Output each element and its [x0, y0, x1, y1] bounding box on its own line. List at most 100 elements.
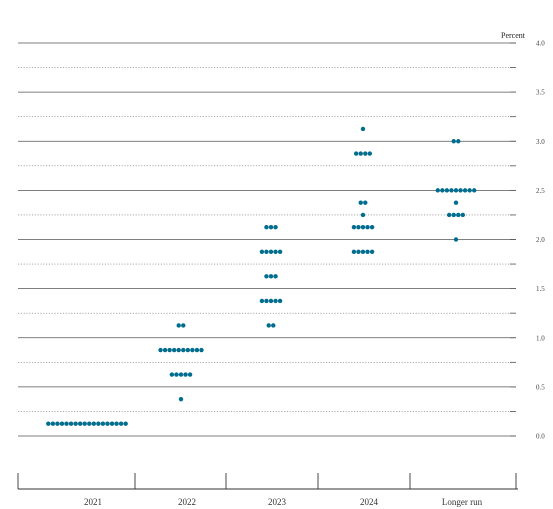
- participant-dot: [259, 298, 265, 304]
- participant-dot: [50, 421, 56, 426]
- y-axis-unit-label: Percent: [501, 31, 526, 40]
- participant-dot: [451, 139, 456, 144]
- participant-dot: [273, 274, 278, 279]
- participant-dot: [367, 151, 373, 156]
- participant-dot: [264, 298, 269, 304]
- participant-dot: [440, 188, 445, 193]
- participant-dot: [171, 347, 177, 353]
- participant-dot: [68, 421, 74, 426]
- y-axis-tick-labels: 0.0 0.5 1.0 1.5 2.0 2.5 3.0 3.5 4.0: [536, 40, 545, 441]
- participant-dot: [351, 249, 357, 254]
- participant-dot: [360, 126, 366, 132]
- participant-dot: [456, 139, 461, 144]
- participant-dot: [360, 225, 366, 230]
- participant-dot: [453, 200, 459, 205]
- participant-dot: [456, 212, 461, 218]
- participant-dot: [273, 225, 278, 230]
- participant-dot: [162, 347, 168, 353]
- participant-dot: [167, 347, 172, 353]
- participant-dot: [358, 200, 363, 205]
- participant-dot: [365, 249, 370, 254]
- participant-dot: [259, 249, 265, 254]
- participant-dot: [55, 421, 60, 426]
- participant-dot: [46, 421, 51, 426]
- grid: [18, 42, 516, 437]
- x-tick-label: 2023: [268, 497, 287, 507]
- participant-dot: [264, 274, 269, 279]
- participant-dot: [472, 188, 477, 193]
- participant-dot: [176, 323, 181, 328]
- y-tick-label: 0.0: [536, 433, 545, 441]
- participant-dot: [77, 421, 83, 426]
- participant-dot: [266, 323, 271, 328]
- participant-dot: [462, 188, 468, 193]
- participant-dot: [181, 347, 186, 353]
- y-tick-label: 1.5: [536, 285, 545, 293]
- participant-dot: [109, 421, 115, 426]
- participant-dot: [174, 372, 179, 377]
- y-tick-label: 0.5: [536, 383, 545, 391]
- participant-dot: [183, 372, 188, 377]
- participant-dot: [268, 225, 274, 230]
- participant-dot: [351, 225, 357, 230]
- participant-dot: [190, 347, 195, 353]
- participant-dot: [268, 298, 274, 304]
- participant-dot: [268, 274, 274, 279]
- participant-dot: [353, 151, 359, 156]
- participant-dot: [194, 347, 200, 353]
- participant-dot: [453, 237, 459, 242]
- participant-dot: [271, 323, 276, 328]
- participant-dot: [178, 372, 184, 377]
- participant-dot: [363, 151, 368, 156]
- participant-dot: [363, 200, 368, 205]
- participant-dot: [360, 249, 366, 254]
- participant-dot: [360, 212, 366, 218]
- participant-dot: [356, 249, 361, 254]
- y-tick-label: 4.0: [536, 40, 545, 48]
- participant-dot: [268, 249, 274, 254]
- participant-dot: [358, 151, 363, 156]
- participant-dot: [449, 188, 454, 193]
- participant-dot: [451, 212, 456, 218]
- participant-dot: [178, 396, 184, 402]
- participant-dot: [82, 421, 87, 426]
- participant-dot: [187, 372, 193, 377]
- participant-dot: [467, 188, 472, 193]
- participant-dot: [87, 421, 92, 426]
- x-tick-label: 2022: [178, 497, 196, 507]
- participant-dot: [181, 323, 186, 328]
- participant-dot: [96, 421, 101, 426]
- x-tick-label: Longer run: [442, 497, 483, 507]
- participant-dot: [73, 421, 78, 426]
- participant-dot: [369, 249, 375, 254]
- participant-dot: [199, 347, 204, 353]
- y-tick-label: 2.5: [536, 187, 545, 195]
- participant-dot: [64, 421, 69, 426]
- x-tick-label: 2024: [360, 497, 379, 507]
- participant-dot: [435, 188, 440, 193]
- participant-dot: [91, 421, 97, 426]
- participant-dot: [158, 347, 163, 353]
- participant-dot: [100, 421, 106, 426]
- participant-dot: [123, 421, 128, 426]
- participant-dot: [176, 347, 181, 353]
- participant-dot: [277, 298, 283, 304]
- participant-dot: [273, 249, 278, 254]
- participant-dot: [264, 225, 269, 230]
- participant-dot: [264, 249, 269, 254]
- participant-dot: [273, 298, 278, 304]
- participant-dot: [118, 421, 124, 426]
- participant-dot: [446, 212, 452, 218]
- participant-dot: [185, 347, 191, 353]
- y-tick-label: 2.0: [536, 236, 545, 244]
- participant-dot: [105, 421, 110, 426]
- participant-dot: [369, 225, 375, 230]
- participant-dot: [365, 225, 370, 230]
- y-tick-label: 1.0: [536, 334, 545, 342]
- participant-dot: [460, 212, 466, 218]
- participant-dot: [444, 188, 450, 193]
- participant-dot: [458, 188, 463, 193]
- dots: [46, 126, 477, 426]
- participant-dot: [277, 249, 283, 254]
